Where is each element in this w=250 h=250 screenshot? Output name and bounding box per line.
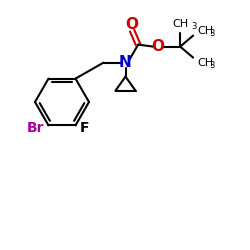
Text: O: O <box>152 39 164 54</box>
Text: Br: Br <box>27 122 44 136</box>
Text: F: F <box>80 122 89 136</box>
Text: 3: 3 <box>209 61 214 70</box>
Text: 3: 3 <box>191 22 196 31</box>
Text: 3: 3 <box>209 29 214 38</box>
Text: CH: CH <box>197 58 213 68</box>
Text: O: O <box>126 17 138 32</box>
Text: N: N <box>119 55 132 70</box>
Text: CH: CH <box>197 26 213 36</box>
Text: CH: CH <box>172 18 188 28</box>
